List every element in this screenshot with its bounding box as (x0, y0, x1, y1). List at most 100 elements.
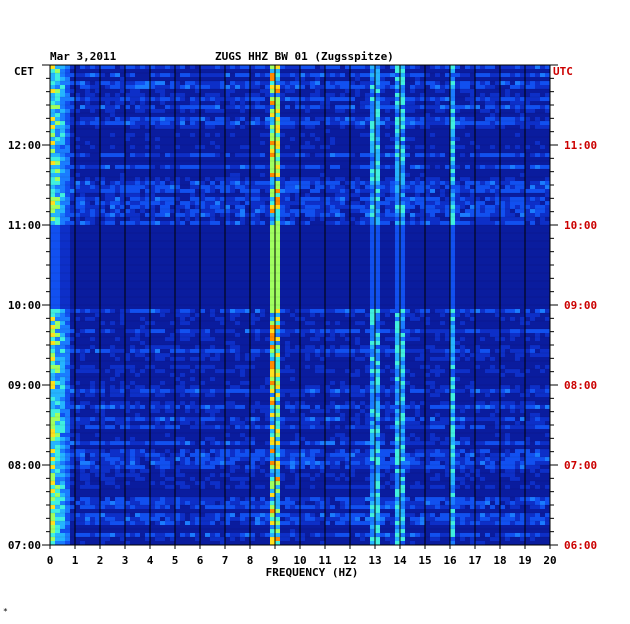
heatmap-cell (60, 409, 65, 413)
heatmap-cell (430, 97, 435, 101)
heatmap-cell (370, 297, 375, 301)
heatmap-cell (60, 345, 65, 349)
heatmap-cell (410, 97, 415, 101)
heatmap-cell (450, 81, 455, 85)
heatmap-cell (140, 477, 145, 481)
heatmap-cell (185, 313, 190, 317)
heatmap-cell (205, 365, 210, 369)
heatmap-cell (495, 329, 500, 333)
heatmap-cell (95, 389, 100, 393)
heatmap-cell (85, 421, 90, 425)
heatmap-cell (315, 329, 320, 333)
heatmap-cell (50, 489, 55, 493)
heatmap-cell (95, 197, 100, 201)
heatmap-cell (50, 429, 55, 433)
heatmap-cell (400, 137, 405, 141)
heatmap-cell (400, 129, 405, 133)
heatmap-cell (395, 269, 400, 273)
heatmap-cell (465, 329, 470, 333)
heatmap-cell (310, 125, 315, 129)
heatmap-cell (190, 329, 195, 333)
heatmap-cell (515, 181, 520, 185)
heatmap-cell (55, 105, 60, 109)
heatmap-cell (275, 389, 280, 393)
heatmap-cell (370, 141, 375, 145)
heatmap-cell (305, 441, 310, 445)
heatmap-cell (70, 185, 75, 189)
heatmap-cell (345, 121, 350, 125)
heatmap-cell (95, 125, 100, 129)
heatmap-cell (60, 125, 65, 129)
heatmap-cell (450, 409, 455, 413)
heatmap-cell (375, 477, 380, 481)
heatmap-cell (225, 117, 230, 121)
heatmap-cell (385, 409, 390, 413)
heatmap-cell (400, 373, 405, 377)
heatmap-cell (375, 277, 380, 281)
heatmap-cell (285, 185, 290, 189)
heatmap-cell (380, 497, 385, 501)
heatmap-cell (500, 217, 505, 221)
heatmap-cell (85, 481, 90, 485)
heatmap-cell (430, 437, 435, 441)
heatmap-cell (305, 185, 310, 189)
heatmap-cell (400, 97, 405, 101)
heatmap-cell (65, 489, 70, 493)
heatmap-cell (375, 101, 380, 105)
heatmap-cell (400, 209, 405, 213)
heatmap-cell (410, 137, 415, 141)
heatmap-cell (235, 477, 240, 481)
heatmap-cell (170, 121, 175, 125)
heatmap-cell (450, 497, 455, 501)
heatmap-cell (70, 349, 75, 353)
heatmap-cell (530, 185, 535, 189)
heatmap-cell (65, 381, 70, 385)
heatmap-cell (190, 357, 195, 361)
heatmap-cell (485, 461, 490, 465)
heatmap-cell (85, 213, 90, 217)
heatmap-cell (65, 93, 70, 97)
heatmap-cell (190, 97, 195, 101)
heatmap-cell (525, 97, 530, 101)
heatmap-cell (130, 93, 135, 97)
heatmap-cell (240, 405, 245, 409)
heatmap-cell (530, 401, 535, 405)
heatmap-cell (135, 197, 140, 201)
heatmap-cell (225, 433, 230, 437)
heatmap-cell (340, 353, 345, 357)
heatmap-cell (495, 201, 500, 205)
heatmap-cell (355, 453, 360, 457)
heatmap-cell (430, 133, 435, 137)
heatmap-cell (70, 453, 75, 457)
heatmap-cell (395, 257, 400, 261)
heatmap-cell (535, 393, 540, 397)
heatmap-cell (510, 389, 515, 393)
heatmap-cell (315, 417, 320, 421)
heatmap-cell (375, 461, 380, 465)
heatmap-cell (135, 189, 140, 193)
heatmap-cell (110, 221, 115, 225)
heatmap-cell (450, 465, 455, 469)
heatmap-cell (95, 185, 100, 189)
heatmap-cell (300, 81, 305, 85)
heatmap-cell (505, 201, 510, 205)
heatmap-cell (190, 193, 195, 197)
heatmap-cell (400, 433, 405, 437)
heatmap-cell (535, 97, 540, 101)
heatmap-cell (330, 213, 335, 217)
heatmap-cell (230, 497, 235, 501)
heatmap-cell (430, 465, 435, 469)
heatmap-cell (360, 321, 365, 325)
heatmap-cell (395, 325, 400, 329)
heatmap-cell (395, 485, 400, 489)
heatmap-cell (270, 425, 275, 429)
heatmap-cell (320, 449, 325, 453)
heatmap-cell (195, 425, 200, 429)
heatmap-cell (55, 277, 60, 281)
heatmap-cell (385, 73, 390, 77)
heatmap-cell (505, 417, 510, 421)
heatmap-cell (160, 453, 165, 457)
heatmap-cell (125, 421, 130, 425)
heatmap-cell (495, 109, 500, 113)
heatmap-cell (135, 465, 140, 469)
